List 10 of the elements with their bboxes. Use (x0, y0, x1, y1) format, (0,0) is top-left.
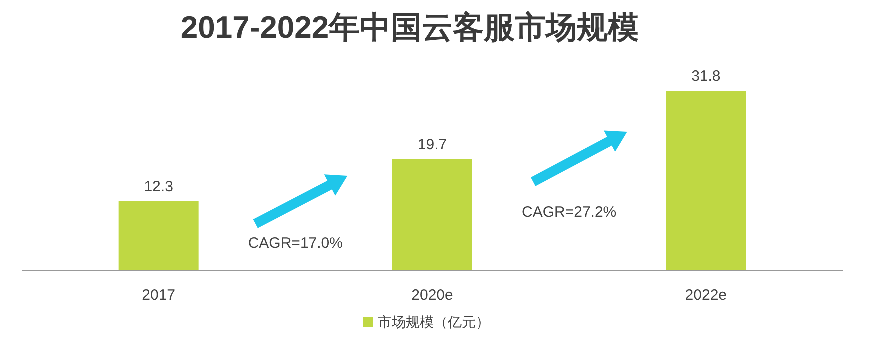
annotation: CAGR=27.2% (522, 204, 617, 221)
x-tick-label: 2020e (412, 287, 454, 304)
annotation: CAGR=17.0% (248, 235, 343, 252)
x-tick-label: 2017 (142, 287, 176, 304)
data-label: 19.7 (418, 136, 448, 154)
chart-title: 2017-2022年中国云客服市场规模 (180, 10, 640, 45)
legend-label: 市场规模（亿元） (378, 314, 490, 330)
data-label: 12.3 (144, 178, 174, 196)
x-tick-label: 2022e (685, 287, 728, 304)
data-label: 31.8 (692, 68, 721, 85)
